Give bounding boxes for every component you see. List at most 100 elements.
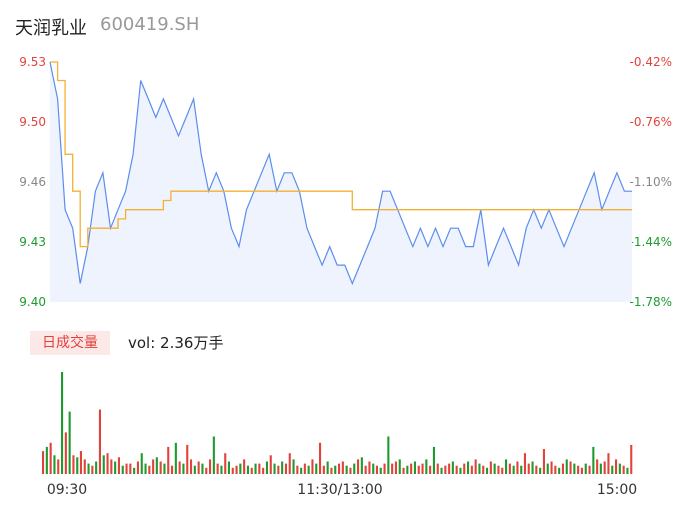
volume-bar: [121, 465, 124, 474]
volume-bar: [265, 461, 268, 474]
volume-bar: [588, 465, 591, 474]
volume-bar: [565, 459, 568, 474]
volume-bar: [152, 459, 155, 474]
volume-bar: [53, 455, 56, 474]
volume-bar: [182, 463, 185, 474]
volume-bar: [197, 461, 200, 474]
volume-bar: [148, 465, 151, 474]
volume-bar: [527, 463, 530, 474]
volume-bar: [508, 463, 511, 474]
volume-bar: [95, 461, 98, 474]
volume-bar: [61, 372, 64, 474]
volume-bar: [209, 459, 212, 474]
volume-bar: [140, 453, 143, 474]
volume-bar: [273, 463, 276, 474]
volume-bar: [220, 465, 223, 474]
volume-bar: [455, 465, 458, 474]
volume-bar: [102, 455, 105, 474]
volume-bar: [357, 459, 360, 474]
pct-tick-label: -1.78%: [630, 295, 672, 309]
volume-bar: [402, 467, 405, 474]
volume-bar: [451, 461, 454, 474]
volume-bar: [91, 465, 94, 474]
y-tick-label: 9.53: [19, 55, 46, 69]
volume-bar: [394, 461, 397, 474]
volume-bar: [345, 465, 348, 474]
volume-bar: [87, 463, 90, 474]
volume-bar: [68, 411, 71, 474]
y-tick-label: 9.43: [19, 235, 46, 249]
avg-price-line: [50, 61, 632, 248]
volume-bar: [364, 465, 367, 474]
volume-bar: [277, 465, 280, 474]
volume-bar: [193, 465, 196, 474]
volume-bar: [440, 467, 443, 474]
volume-bar: [470, 465, 473, 474]
volume-bar: [444, 465, 447, 474]
volume-bar: [311, 459, 314, 474]
volume-bar: [106, 453, 109, 474]
volume-bar: [501, 467, 504, 474]
volume-bar: [353, 463, 356, 474]
volume-bar: [448, 463, 451, 474]
volume-bar: [246, 465, 249, 474]
volume-bar: [155, 457, 158, 474]
volume-bar: [334, 465, 337, 474]
volume-bar: [235, 465, 238, 474]
x-tick-label: 09:30: [47, 482, 87, 498]
volume-bar: [592, 446, 595, 474]
volume-bar: [98, 409, 101, 474]
volume-bar: [227, 461, 230, 474]
volume-bar: [110, 459, 113, 474]
volume-bar: [569, 461, 572, 474]
volume-bar: [243, 459, 246, 474]
volume-bar: [558, 467, 561, 474]
volume-bar: [546, 463, 549, 474]
volume-bar: [159, 461, 162, 474]
volume-bar: [474, 459, 477, 474]
volume-bar: [368, 461, 371, 474]
volume-bar: [489, 461, 492, 474]
volume-bar: [603, 461, 606, 474]
volume-bar: [520, 465, 523, 474]
y-tick-label: 9.50: [19, 115, 46, 129]
volume-bar: [42, 451, 45, 474]
volume-bar: [417, 465, 420, 474]
volume-bar: [349, 467, 352, 474]
volume-bar: [288, 453, 291, 474]
volume-bar: [178, 461, 181, 474]
volume-bar: [114, 461, 117, 474]
volume-bar: [224, 453, 227, 474]
volume-bar: [512, 465, 515, 474]
volume-bar: [45, 446, 48, 474]
volume-bar: [375, 465, 378, 474]
volume-bar: [486, 467, 489, 474]
volume-bar: [478, 463, 481, 474]
volume-bar: [262, 467, 265, 474]
volume-bar: [72, 455, 75, 474]
volume-bar: [125, 463, 128, 474]
volume-bar: [550, 461, 553, 474]
y-tick-label: 9.46: [19, 175, 46, 189]
volume-bar: [300, 467, 303, 474]
volume-bar: [410, 463, 413, 474]
volume-bar: [535, 465, 538, 474]
volume-bar: [387, 436, 390, 474]
volume-bar: [49, 442, 52, 474]
volume-bar: [117, 457, 120, 474]
x-tick-label: 15:00: [597, 482, 637, 498]
volume-bar: [216, 463, 219, 474]
volume-bar: [292, 459, 295, 474]
pct-tick-label: -0.42%: [630, 55, 672, 69]
volume-bar: [171, 465, 174, 474]
volume-bar: [406, 465, 409, 474]
volume-bar: [429, 465, 432, 474]
volume-bar: [561, 463, 564, 474]
volume-bar: [467, 461, 470, 474]
volume-bar: [554, 465, 557, 474]
volume-bar: [611, 465, 614, 474]
volume-bar: [186, 444, 189, 474]
volume-bar: [516, 461, 519, 474]
pct-tick-label: -1.44%: [630, 235, 672, 249]
